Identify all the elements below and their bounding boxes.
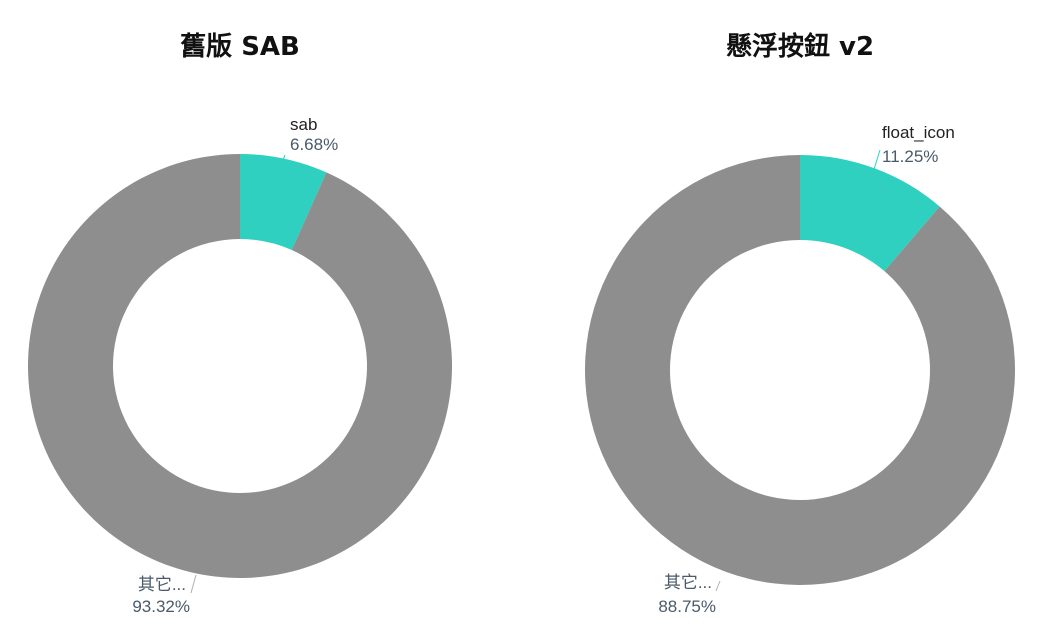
- donut-1-label-name-1: 其它...: [664, 573, 712, 592]
- chart-title-left: 舊版 SAB: [180, 32, 300, 62]
- donut-1-label-percent-1: 88.75%: [658, 597, 716, 616]
- chart-title-right: 懸浮按鈕 v2: [725, 32, 875, 62]
- donut-0-label-percent-0: 6.68%: [290, 135, 338, 154]
- donut-1-leader-line-0: [871, 149, 881, 177]
- donut-1-leader-line-1: [715, 580, 721, 592]
- donut-1-label-name-0: float_icon: [882, 123, 955, 142]
- donut-0-label-name-0: sab: [290, 115, 317, 134]
- donut-1-slice-other[interactable]: [585, 154, 1015, 585]
- donut-0-leader-line-0: [277, 154, 286, 173]
- donut-0-label-name-1: 其它...: [138, 575, 186, 594]
- donut-0-slice-other[interactable]: [27, 154, 452, 578]
- donut-0-slice-highlight[interactable]: [240, 154, 327, 251]
- donut-0-leader-line-1: [190, 574, 197, 594]
- donut-0-label-percent-1: 93.32%: [132, 597, 190, 616]
- donut-1-label-percent-0: 11.25%: [882, 147, 938, 166]
- donut-1-slice-highlight[interactable]: [800, 155, 940, 272]
